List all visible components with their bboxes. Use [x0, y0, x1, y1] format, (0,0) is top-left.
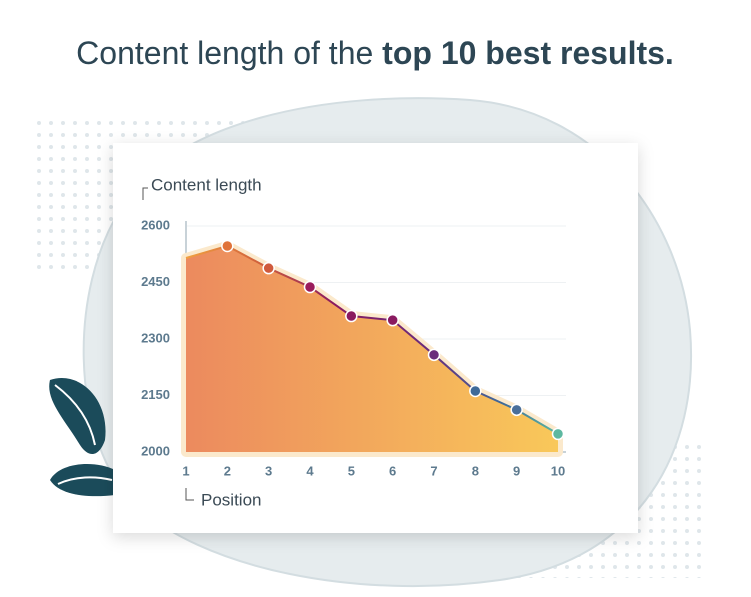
leaf [50, 464, 115, 497]
x-tick-label: 9 [513, 463, 520, 478]
point [221, 239, 234, 253]
y-tick-label: 2000 [141, 443, 170, 458]
x-tick-label: 7 [430, 463, 437, 478]
point [386, 313, 399, 327]
page-title: Content length of the top 10 best result… [76, 35, 674, 71]
point [262, 261, 275, 275]
line [185, 244, 559, 435]
x-tick-label: 5 [348, 463, 355, 478]
point [303, 280, 317, 294]
x-axis-title: Position [201, 490, 261, 509]
point [469, 384, 482, 398]
axis-bracket [185, 488, 194, 501]
y-tick-label: 2300 [141, 330, 170, 345]
x-tick-label: 4 [306, 463, 314, 478]
leaf-vein [54, 384, 96, 446]
title-emphasis: top 10 best results. [382, 35, 674, 71]
x-tick-label: 3 [265, 463, 272, 478]
y-tick-label: 2600 [141, 217, 170, 232]
title-text: Content length of the [76, 35, 373, 71]
leaf-vein [57, 476, 113, 485]
x-tick-label: 8 [472, 463, 479, 478]
y-tick-label: 2450 [141, 274, 170, 289]
area [186, 245, 558, 452]
point [510, 403, 523, 417]
x-tick-label: 10 [551, 463, 565, 478]
point [427, 348, 441, 362]
y-axis-title: Content length [151, 175, 262, 194]
point [345, 309, 358, 323]
point [551, 427, 565, 441]
x-tick-label: 6 [389, 463, 396, 478]
axis-bracket [142, 187, 148, 200]
x-tick-label: 2 [224, 463, 231, 478]
x-tick-label: 1 [182, 463, 189, 478]
y-tick-label: 2150 [141, 387, 170, 402]
